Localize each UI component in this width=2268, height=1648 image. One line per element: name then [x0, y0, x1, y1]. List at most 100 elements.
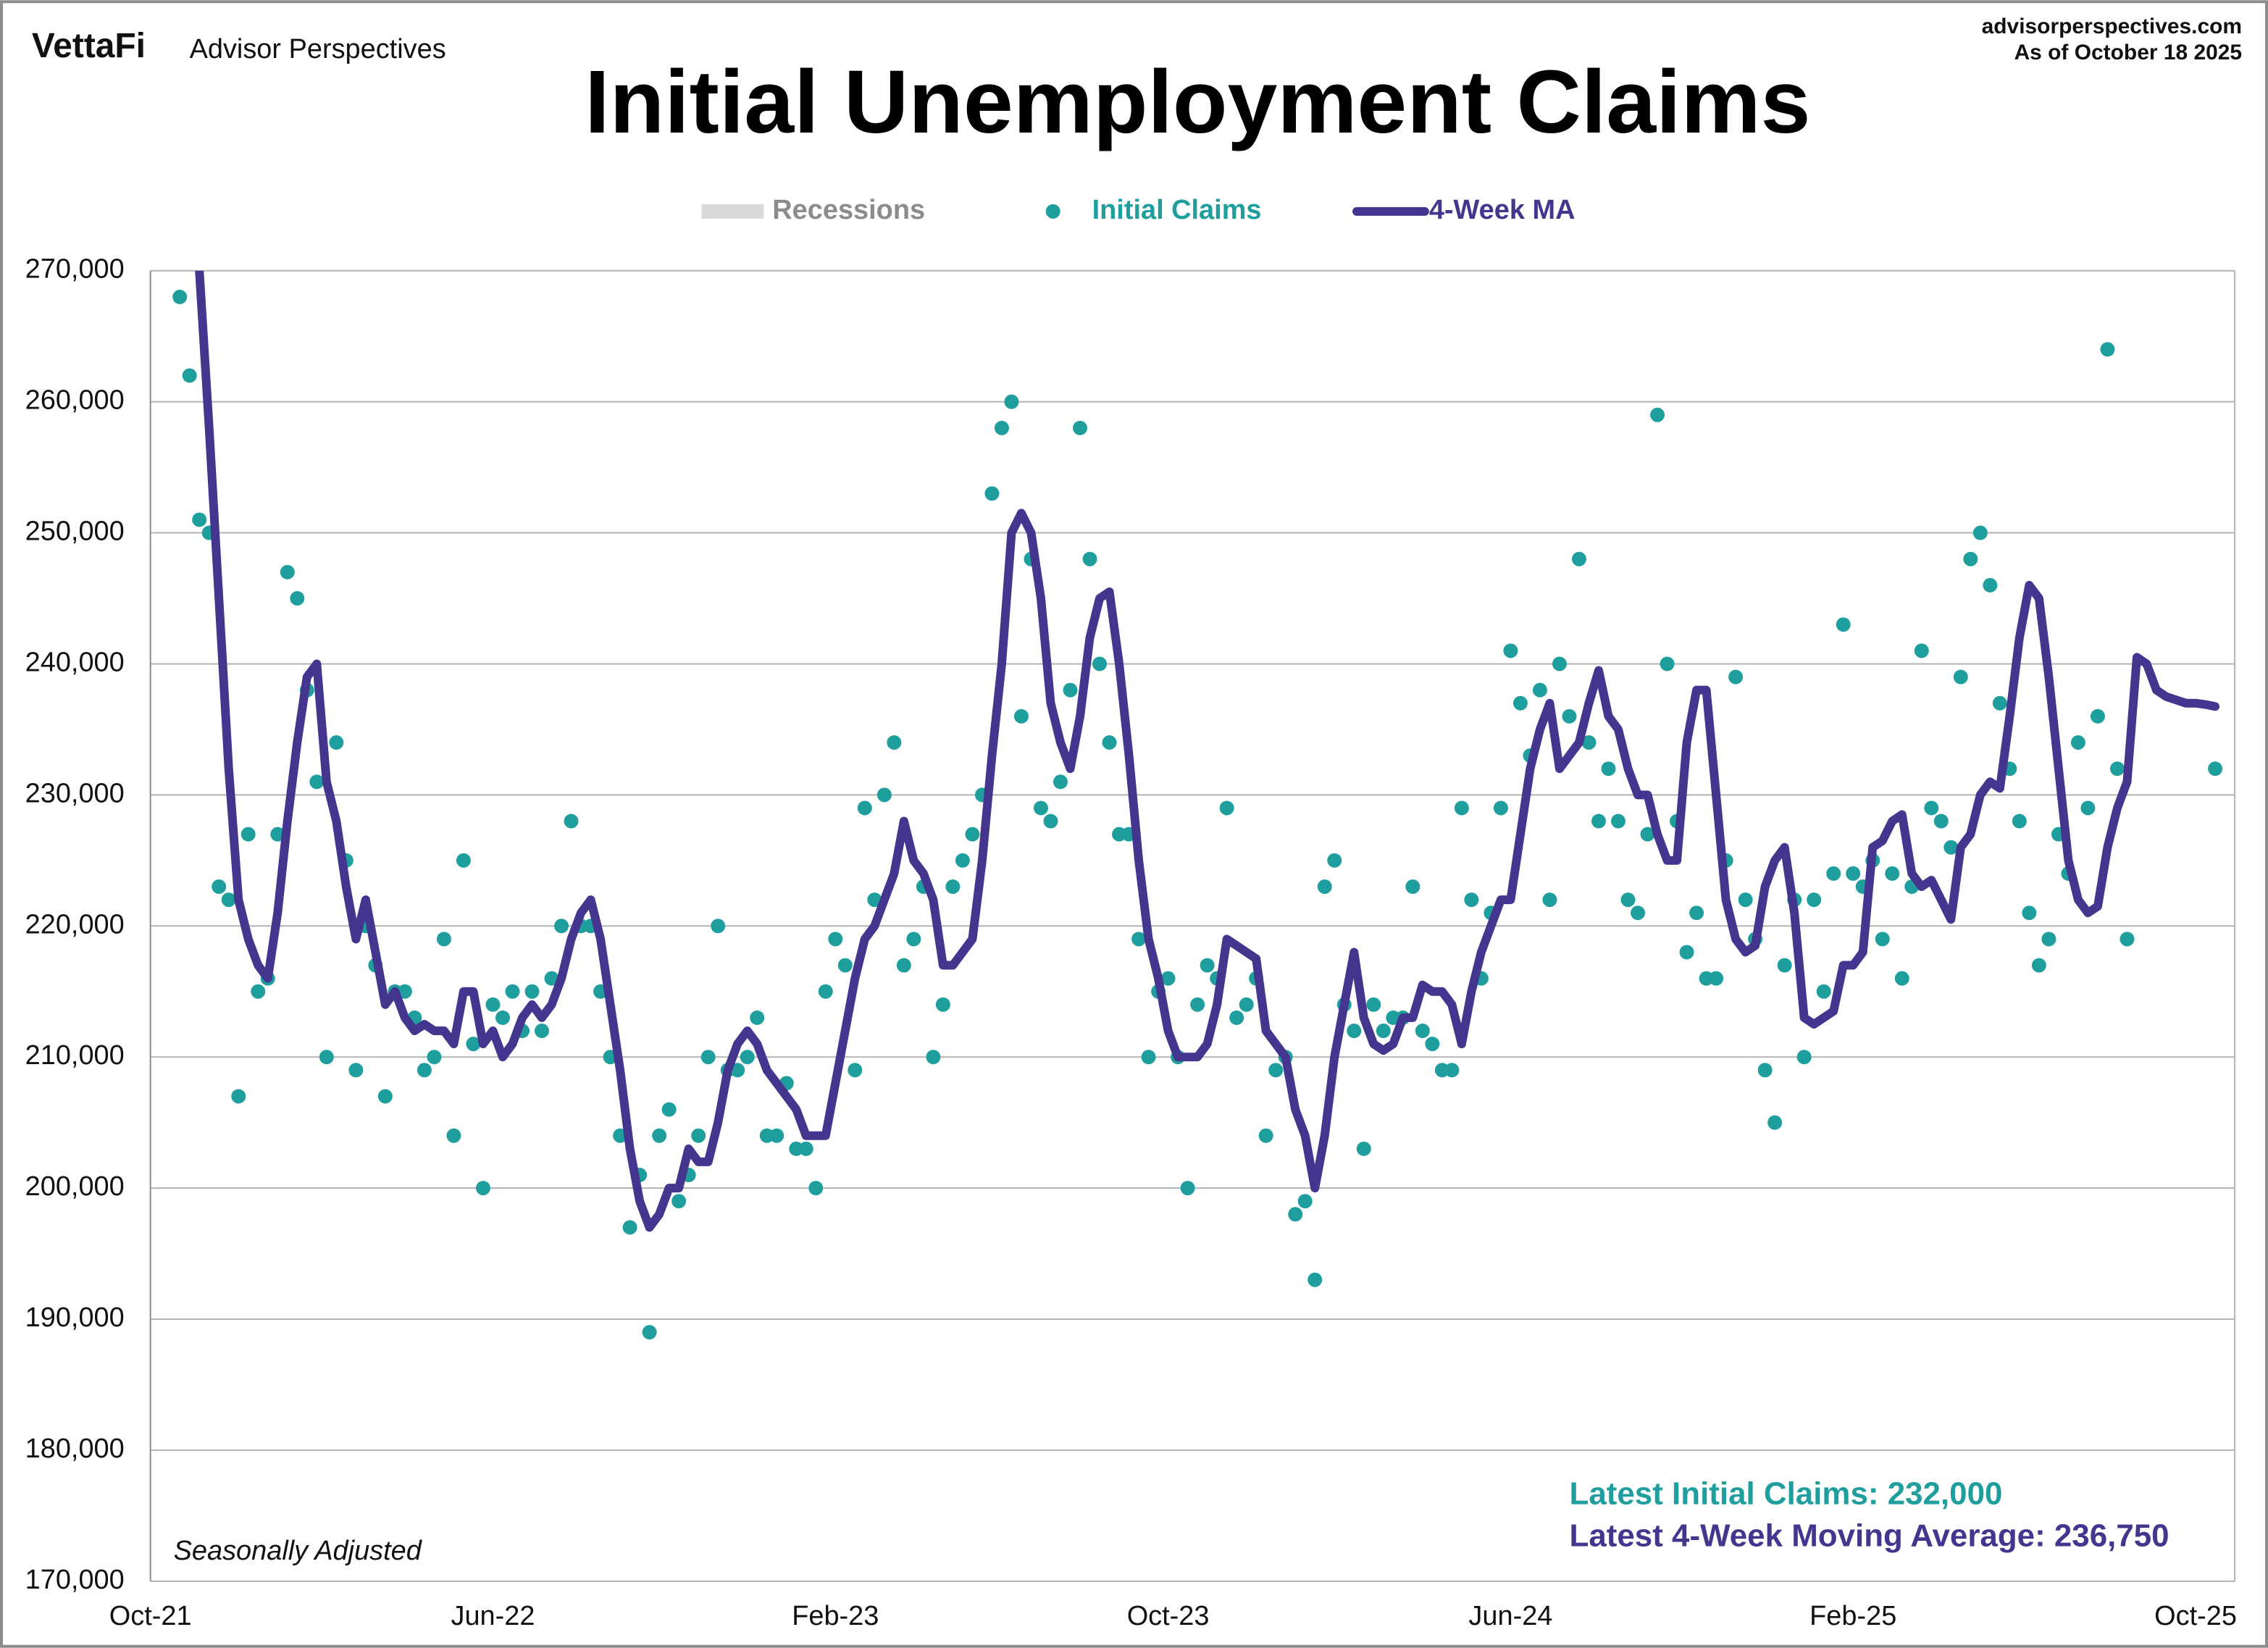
claim-dot — [1376, 1024, 1391, 1038]
claim-dot — [1532, 682, 1547, 698]
claim-dot — [2080, 800, 2096, 816]
claim-dot — [1239, 997, 1254, 1012]
y-tick-label: 220,000 — [25, 909, 125, 940]
annotation: Latest Initial Claims: 232,000 — [1570, 1476, 2003, 1512]
claim-dot — [622, 1220, 637, 1235]
claim-dot — [309, 774, 325, 790]
claim-dot — [1415, 1024, 1430, 1038]
claim-dot — [1082, 551, 1097, 566]
claim-dot — [427, 1050, 442, 1065]
claim-dot — [240, 827, 256, 842]
claim-dot — [377, 1089, 393, 1104]
claim-dot — [1914, 643, 1929, 658]
legend-swatch — [1045, 204, 1060, 219]
y-tick-label: 270,000 — [25, 254, 125, 285]
claim-dot — [671, 1194, 687, 1209]
claim-dot — [290, 591, 305, 606]
claim-dot — [1425, 1037, 1440, 1052]
claim-dot — [1983, 577, 1998, 593]
claim-dot — [1767, 1115, 1783, 1130]
claim-dot — [1542, 892, 1557, 908]
claim-dot — [1004, 394, 1019, 409]
claim-dot — [1013, 708, 1029, 724]
claim-dot — [1562, 708, 1577, 724]
claim-dot — [1092, 656, 1108, 672]
claim-dot — [1807, 892, 1822, 908]
claim-dot — [691, 1128, 706, 1143]
claim-dot — [251, 984, 266, 999]
claim-dot — [2100, 342, 2115, 357]
claim-dot — [564, 813, 579, 829]
claim-dot — [1160, 971, 1176, 986]
claim-dot — [1836, 617, 1851, 632]
claim-dot — [2070, 735, 2085, 750]
claim-dot — [524, 984, 540, 999]
claim-dot — [1229, 1010, 1244, 1025]
claim-dot — [1943, 840, 1959, 855]
claim-dot — [1288, 1207, 1303, 1222]
claim-dot — [1611, 813, 1625, 829]
claim-dot — [1601, 761, 1616, 777]
claim-dot — [876, 787, 892, 803]
claim-dot — [1317, 879, 1332, 894]
x-tick-label: Oct-23 — [1127, 1601, 1210, 1631]
claim-dot — [1073, 420, 1088, 435]
claim-dot — [1640, 827, 1655, 842]
claim-dot — [1826, 866, 1841, 881]
claim-dot — [2090, 708, 2105, 724]
claim-dot — [1933, 813, 1949, 829]
claim-dot — [955, 853, 970, 868]
claim-dot — [1141, 1050, 1156, 1065]
claim-dot — [1816, 984, 1831, 999]
claim-dot — [1307, 1272, 1323, 1287]
claim-dot — [1620, 892, 1636, 908]
claim-dot — [1757, 1063, 1773, 1078]
claim-dot — [1963, 551, 1978, 566]
claim-dot — [2109, 761, 2125, 777]
legend-label: Recessions — [772, 195, 925, 225]
claim-dot — [1356, 1141, 1371, 1156]
claim-dot — [1053, 774, 1068, 790]
claim-dot — [1552, 656, 1567, 672]
annotation: Latest 4-Week Moving Average: 236,750 — [1570, 1518, 2169, 1554]
claim-dot — [1366, 997, 1381, 1012]
legend-swatch — [701, 204, 764, 219]
claim-dot — [818, 984, 833, 999]
claim-dot — [2120, 932, 2135, 947]
claim-dot — [221, 892, 236, 908]
claim-dot — [769, 1128, 784, 1143]
claim-dot — [642, 1325, 657, 1340]
claim-dot — [172, 289, 188, 304]
claim-dot — [554, 919, 569, 934]
claim-dot — [808, 1181, 824, 1196]
claim-dot — [544, 971, 559, 986]
claim-dot — [1571, 551, 1586, 566]
x-tick-label: Oct-21 — [109, 1601, 192, 1631]
claim-dot — [192, 512, 207, 527]
claim-dot — [1581, 735, 1597, 750]
x-tick-label: Oct-25 — [2154, 1601, 2237, 1631]
claim-dot — [1493, 800, 1508, 816]
claim-dot — [798, 1141, 813, 1156]
claim-dot — [2022, 905, 2037, 921]
claim-dot — [348, 1063, 364, 1078]
y-tick-label: 250,000 — [25, 516, 125, 547]
claim-dot — [1660, 656, 1675, 672]
claim-dot — [231, 1089, 246, 1104]
claim-dot — [1738, 892, 1753, 908]
claim-dot — [1043, 813, 1058, 829]
claim-dot — [935, 997, 950, 1012]
y-tick-label: 170,000 — [25, 1565, 125, 1595]
claim-dot — [828, 932, 843, 947]
claim-dot — [1846, 866, 1861, 881]
claim-dot — [1190, 997, 1205, 1012]
claim-dot — [994, 420, 1009, 435]
y-tick-label: 230,000 — [25, 778, 125, 808]
claim-dot — [945, 879, 961, 894]
claim-dot — [495, 1010, 510, 1025]
claim-dot — [1924, 800, 1939, 816]
claim-dot — [505, 984, 520, 999]
claim-dot — [750, 1010, 765, 1025]
y-tick-label: 260,000 — [25, 385, 125, 416]
claim-dot — [2031, 958, 2046, 973]
